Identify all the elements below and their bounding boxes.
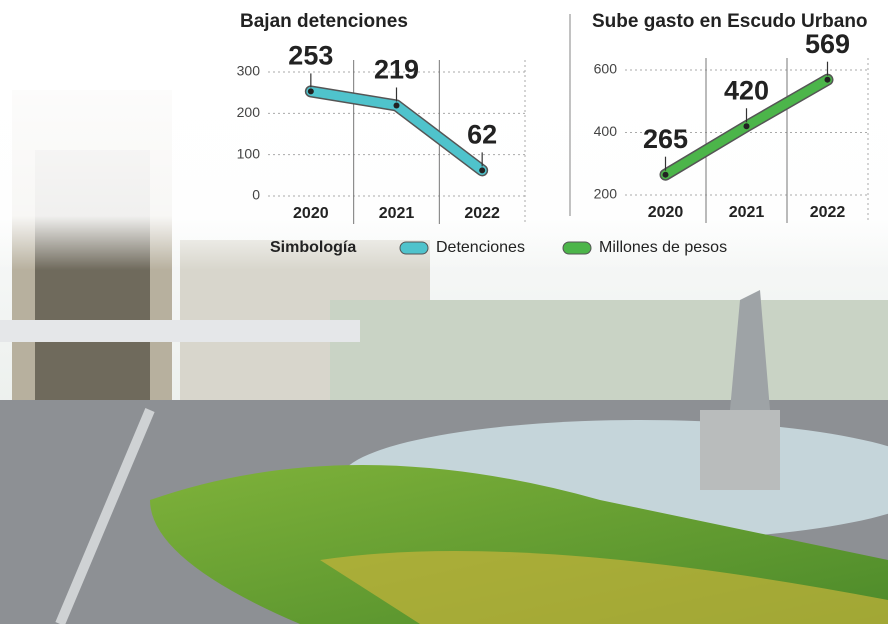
data-point	[663, 172, 669, 178]
data-label: 253	[288, 41, 333, 71]
data-label: 420	[724, 75, 769, 105]
page: Simbología Bajan detenciones 0 100 200 300 20…	[0, 0, 888, 624]
legend-title: Simbología	[270, 239, 356, 256]
legend-label: Detenciones	[436, 239, 525, 256]
infographic: Simbología Bajan detenciones 0 100 200 300 20…	[0, 0, 888, 624]
x-tick-label: 2021	[729, 204, 765, 221]
y-tick-label: 600	[594, 61, 618, 77]
legend-label: Millones de pesos	[599, 239, 727, 256]
y-tick-label: 300	[237, 63, 261, 79]
y-tick-label: 200	[237, 104, 261, 120]
data-point	[825, 77, 831, 83]
y-tick-label: 100	[237, 145, 261, 161]
x-tick-label: 2020	[293, 205, 329, 222]
y-tick-label: 200	[594, 186, 618, 202]
data-point	[308, 88, 314, 94]
data-point	[394, 102, 400, 108]
x-tick-label: 2022	[810, 204, 846, 221]
chart-title: Bajan detenciones	[240, 11, 408, 32]
data-label: 62	[467, 119, 497, 149]
data-label: 569	[805, 29, 850, 59]
x-tick-label: 2021	[379, 205, 415, 222]
legend-swatch	[563, 242, 591, 254]
data-label: 219	[374, 55, 419, 85]
y-tick-label: 400	[594, 123, 618, 139]
x-tick-label: 2022	[464, 205, 500, 222]
data-label: 265	[643, 124, 688, 154]
y-tick-label: 0	[252, 187, 260, 203]
legend-swatch	[400, 242, 428, 254]
x-tick-label: 2020	[648, 204, 684, 221]
data-point	[744, 123, 750, 129]
data-point	[479, 167, 485, 173]
